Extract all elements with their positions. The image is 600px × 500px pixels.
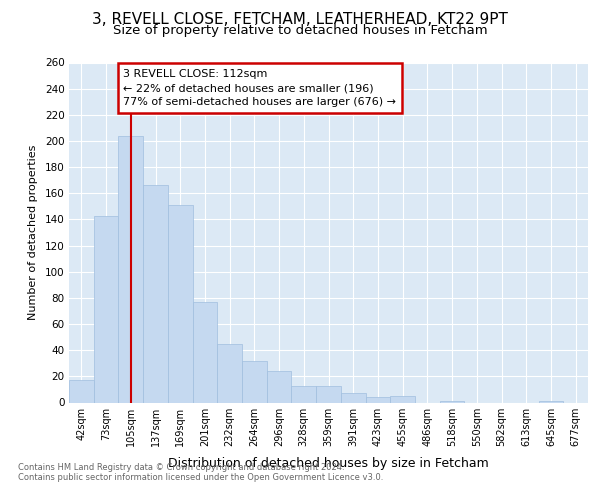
Bar [440, 401, 464, 402]
Bar [292, 386, 316, 402]
Bar [168, 205, 193, 402]
Bar [365, 398, 390, 402]
Bar [341, 394, 365, 402]
Bar [316, 386, 341, 402]
Bar [143, 186, 168, 402]
Bar [217, 344, 242, 402]
Bar [267, 371, 292, 402]
Text: Contains HM Land Registry data © Crown copyright and database right 2024.: Contains HM Land Registry data © Crown c… [18, 462, 344, 471]
Bar [242, 360, 267, 403]
Bar [193, 302, 217, 402]
Text: Contains public sector information licensed under the Open Government Licence v3: Contains public sector information licen… [18, 473, 383, 482]
X-axis label: Distribution of detached houses by size in Fetcham: Distribution of detached houses by size … [168, 457, 489, 470]
Text: 3 REVELL CLOSE: 112sqm
← 22% of detached houses are smaller (196)
77% of semi-de: 3 REVELL CLOSE: 112sqm ← 22% of detached… [124, 69, 397, 107]
Bar [118, 136, 143, 402]
Bar [69, 380, 94, 402]
Bar [94, 216, 118, 402]
Text: Size of property relative to detached houses in Fetcham: Size of property relative to detached ho… [113, 24, 487, 37]
Bar [390, 396, 415, 402]
Bar [539, 401, 563, 402]
Text: 3, REVELL CLOSE, FETCHAM, LEATHERHEAD, KT22 9PT: 3, REVELL CLOSE, FETCHAM, LEATHERHEAD, K… [92, 12, 508, 28]
Y-axis label: Number of detached properties: Number of detached properties [28, 145, 38, 320]
